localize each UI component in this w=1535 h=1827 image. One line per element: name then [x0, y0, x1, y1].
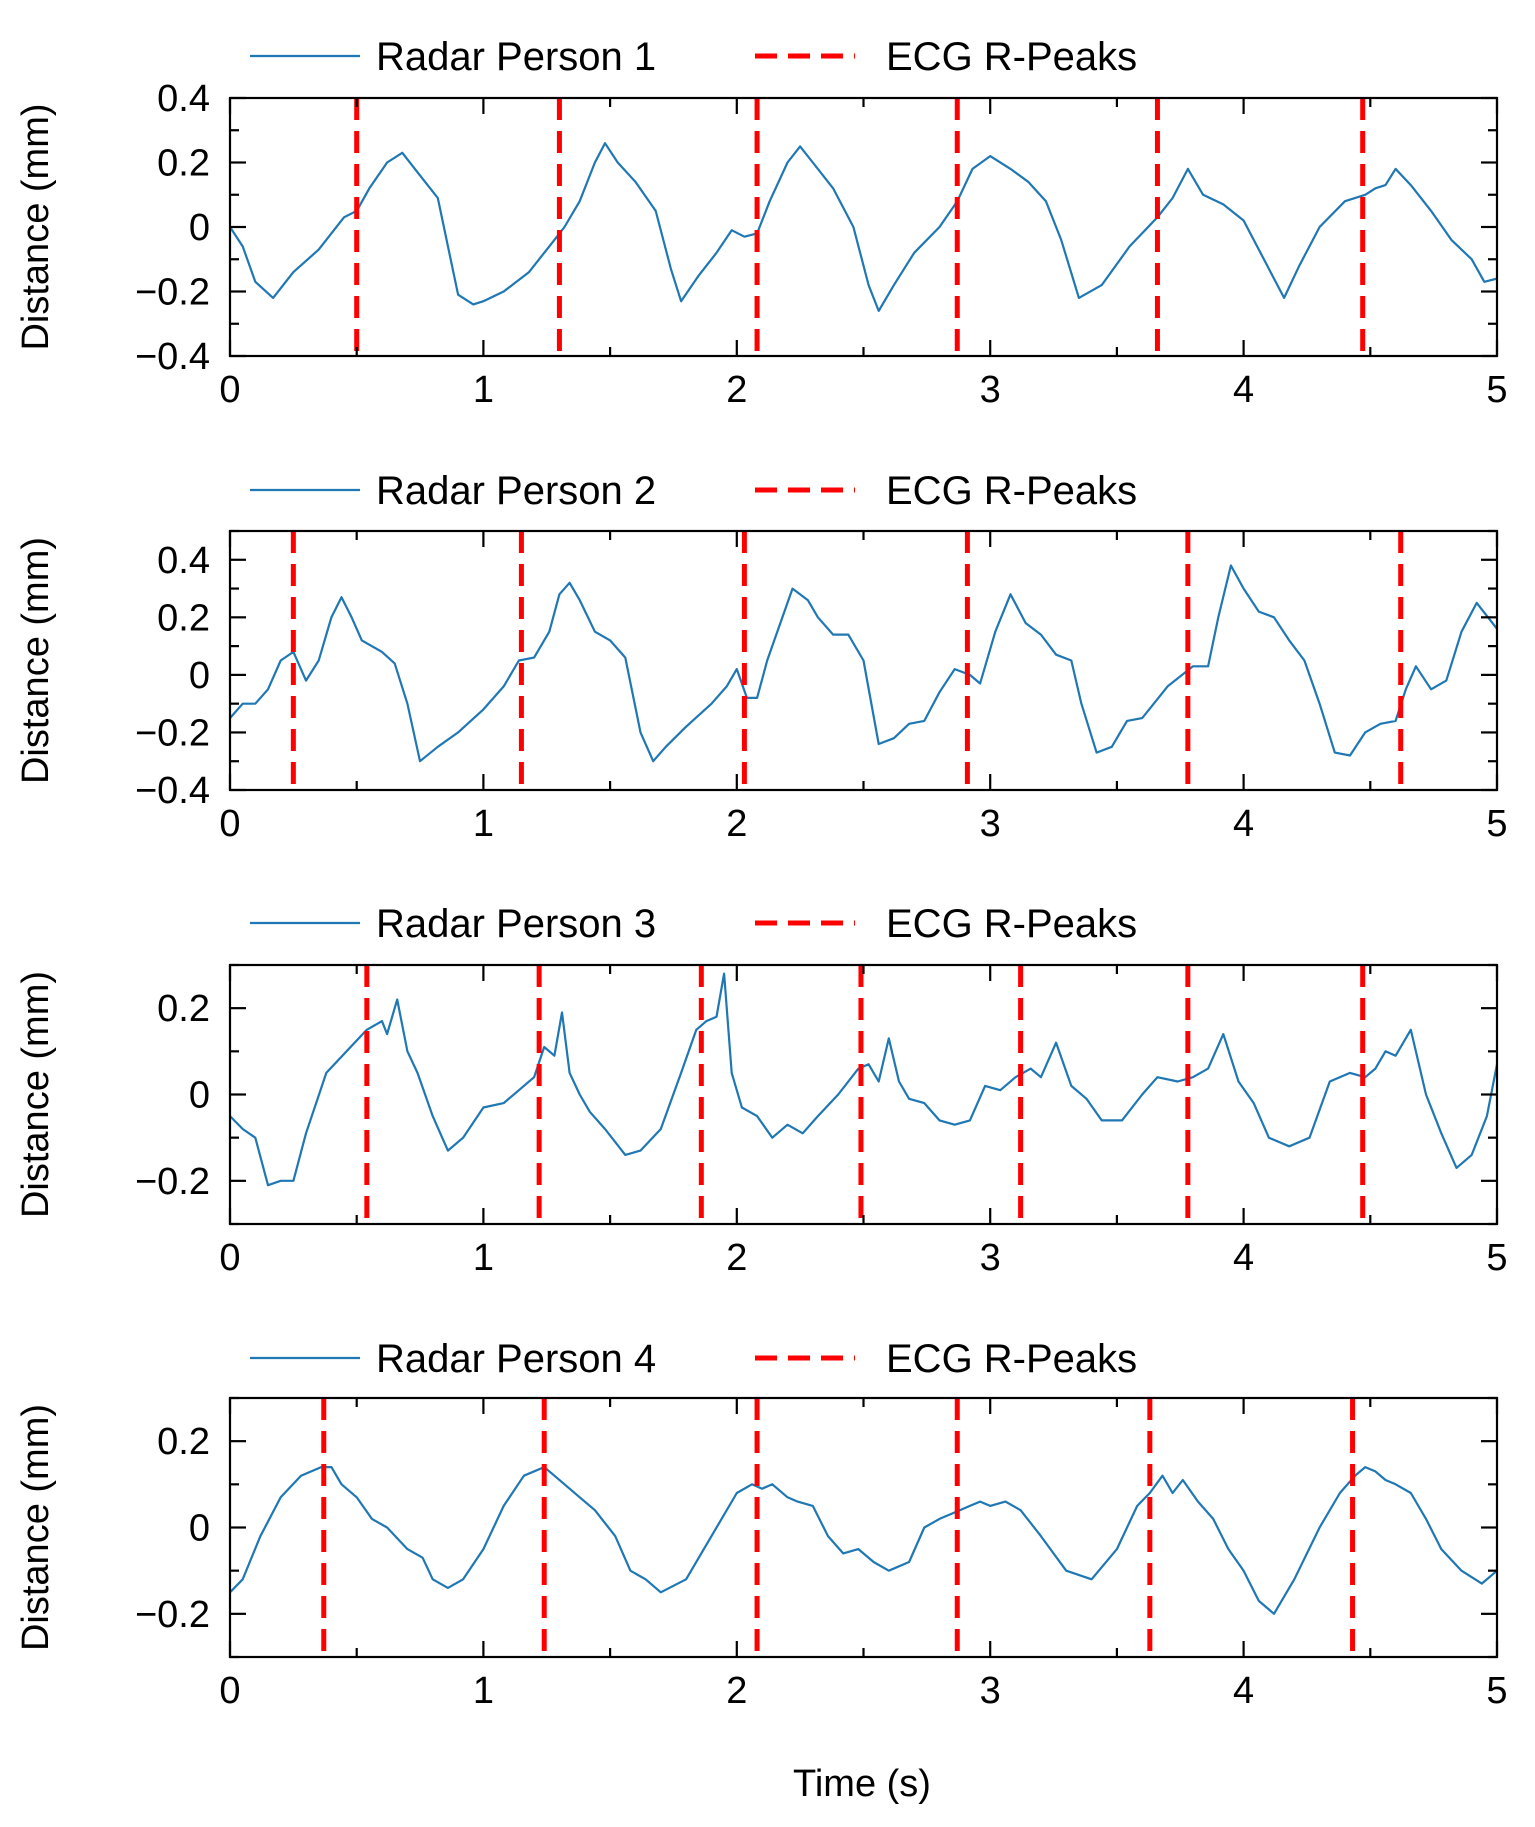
- legend-1: Radar Person 1 ECG R-Peaks: [250, 35, 1137, 79]
- legend-radar-label: Radar Person 1: [376, 35, 656, 79]
- x-tick-label: 3: [980, 1237, 1001, 1279]
- y-tick-label: −0.4: [135, 336, 210, 378]
- legend-radar-label: Radar Person 4: [376, 1337, 656, 1381]
- y-axis-label: Distance (mm): [15, 1404, 57, 1651]
- radar-line-person-3: [230, 972, 1497, 1187]
- x-tick-label: 4: [1233, 1237, 1254, 1279]
- y-tick-label: 0.2: [157, 143, 210, 185]
- y-tick-label: 0.4: [157, 540, 210, 582]
- legend-4: Radar Person 4 ECG R-Peaks: [250, 1337, 1137, 1381]
- x-tick-label: 0: [219, 369, 240, 411]
- y-tick-label: −0.2: [135, 1594, 210, 1636]
- y-tick-label: −0.2: [135, 1161, 210, 1203]
- y-tick-label: −0.2: [135, 272, 210, 314]
- plot-area-2: [230, 531, 1497, 790]
- x-tick-label: 2: [726, 803, 747, 845]
- x-tick-label: 5: [1486, 1237, 1507, 1279]
- radar-line-person-1: [230, 142, 1497, 312]
- y-tick-label: 0: [189, 1508, 210, 1550]
- y-tick-label: 0: [189, 207, 210, 249]
- plot-frame: [228, 1396, 1499, 1659]
- x-tick-label: 0: [219, 803, 240, 845]
- y-axis-label: Distance (mm): [15, 537, 57, 784]
- radar-line-person-2: [230, 564, 1497, 763]
- x-axis-label: Time (s): [793, 1763, 931, 1805]
- x-tick-label: 5: [1486, 1670, 1507, 1712]
- x-tick-label: 1: [473, 1670, 494, 1712]
- x-tick-label: 2: [726, 1237, 747, 1279]
- legend-ecg-label: ECG R-Peaks: [886, 469, 1137, 513]
- plot-area-1: [230, 98, 1497, 356]
- x-tick-label: 4: [1233, 803, 1254, 845]
- x-tick-label: 2: [726, 369, 747, 411]
- legend-ecg-label: ECG R-Peaks: [886, 902, 1137, 946]
- x-tick-label: 5: [1486, 369, 1507, 411]
- x-tick-label: 4: [1233, 369, 1254, 411]
- y-tick-label: 0: [189, 655, 210, 697]
- y-tick-label: −0.4: [135, 770, 210, 812]
- y-axis-label: Distance (mm): [15, 103, 57, 350]
- legend-ecg-label: ECG R-Peaks: [886, 35, 1137, 79]
- plot-frame: [228, 96, 1499, 358]
- y-tick-label: 0.4: [157, 78, 210, 120]
- x-tick-label: 3: [980, 369, 1001, 411]
- y-tick-label: 0.2: [157, 988, 210, 1030]
- legend-3: Radar Person 3 ECG R-Peaks: [250, 902, 1137, 946]
- y-tick-label: 0.2: [157, 597, 210, 639]
- legend-radar-label: Radar Person 3: [376, 902, 656, 946]
- panel-2: Radar Person 2 ECG R-Peaks 0 1 2 3 4 5 −0.4 −0.2 0…: [15, 469, 1508, 845]
- radar-line-person-4: [230, 1466, 1497, 1615]
- x-tick-label: 4: [1233, 1670, 1254, 1712]
- plot-area-3: [230, 965, 1497, 1224]
- x-tick-label: 3: [980, 1670, 1001, 1712]
- legend-2: Radar Person 2 ECG R-Peaks: [250, 469, 1137, 513]
- y-tick-label: −0.2: [135, 712, 210, 754]
- x-tick-label: 5: [1486, 803, 1507, 845]
- x-tick-label: 0: [219, 1670, 240, 1712]
- x-tick-label: 1: [473, 1237, 494, 1279]
- x-tick-label: 1: [473, 803, 494, 845]
- y-tick-label: 0: [189, 1075, 210, 1117]
- x-tick-label: 3: [980, 803, 1001, 845]
- x-tick-label: 1: [473, 369, 494, 411]
- y-axis-label: Distance (mm): [15, 971, 57, 1218]
- plot-area-4: [230, 1398, 1497, 1657]
- y-tick-label: 0.2: [157, 1421, 210, 1463]
- legend-ecg-label: ECG R-Peaks: [886, 1337, 1137, 1381]
- x-tick-label: 2: [726, 1670, 747, 1712]
- plot-frame: [228, 963, 1499, 1226]
- x-tick-label: 0: [219, 1237, 240, 1279]
- panel-1: Radar Person 1 ECG R-Peaks 0 1 2 3 4 5 −0.4 −0.2 0…: [15, 35, 1508, 411]
- legend-radar-label: Radar Person 2: [376, 469, 656, 513]
